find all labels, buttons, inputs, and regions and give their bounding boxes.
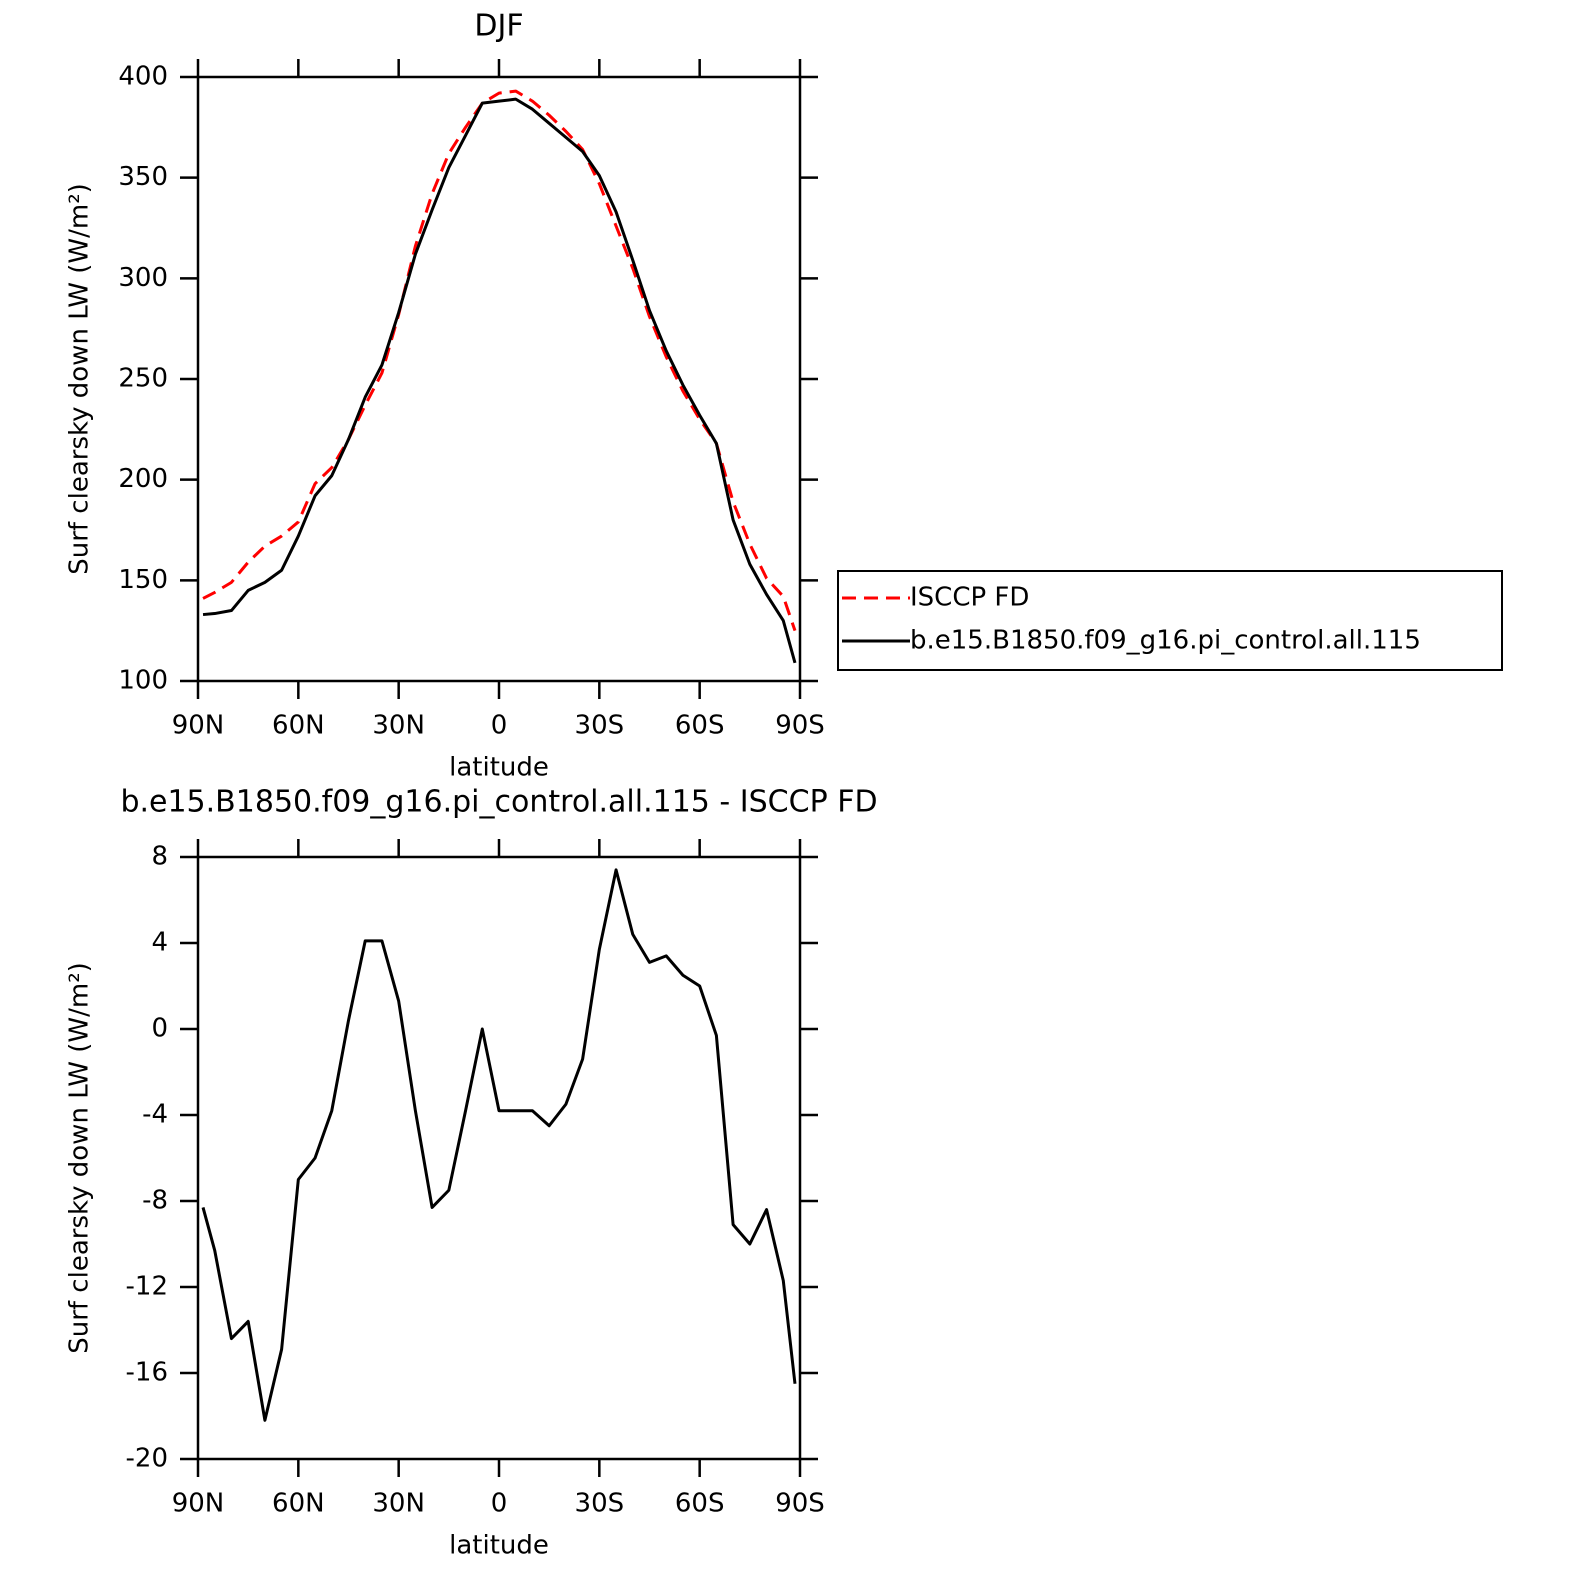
x-tick-label: 90S (775, 711, 825, 741)
x-tick-label: 0 (491, 1489, 508, 1519)
legend-label: b.e15.B1850.f09_g16.pi_control.all.115 (910, 626, 1421, 656)
legend-box (837, 570, 1503, 671)
y-tick-label: 250 (118, 364, 168, 394)
y-tick-label: 100 (118, 666, 168, 696)
y-tick-label: -20 (126, 1444, 168, 1474)
x-axis-label: latitude (449, 1531, 549, 1561)
x-tick-label: 60N (272, 1489, 325, 1519)
y-axis-label: Surf clearsky down LW (W/m²) (65, 962, 95, 1354)
y-tick-label: -16 (126, 1358, 168, 1388)
x-tick-label: 60S (675, 1489, 725, 1519)
y-tick-label: 200 (118, 464, 168, 494)
y-tick-label: 8 (151, 842, 168, 872)
chart-title: DJF (474, 9, 523, 44)
x-tick-label: 60S (675, 711, 725, 741)
y-tick-label: -12 (126, 1272, 168, 1302)
x-axis-label: latitude (449, 753, 549, 783)
y-tick-label: 150 (118, 565, 168, 595)
x-tick-label: 60N (272, 711, 325, 741)
y-tick-label: 300 (118, 263, 168, 293)
x-tick-label: 30S (575, 1489, 625, 1519)
x-tick-label: 90S (775, 1489, 825, 1519)
x-tick-label: 30N (372, 1489, 425, 1519)
y-tick-label: 350 (118, 162, 168, 192)
plot-frame (196, 75, 802, 683)
x-tick-label: 0 (491, 711, 508, 741)
x-tick-label: 90N (172, 711, 225, 741)
plot-frame (196, 855, 802, 1461)
line-series (202, 89, 797, 632)
x-tick-label: 90N (172, 1489, 225, 1519)
line-series (202, 97, 797, 664)
chart-title: b.e15.B1850.f09_g16.pi_control.all.115 -… (120, 785, 877, 820)
legend-label: ISCCP FD (910, 583, 1029, 613)
y-tick-label: 4 (151, 928, 168, 958)
x-tick-label: 30S (575, 711, 625, 741)
y-axis-label: Surf clearsky down LW (W/m²) (65, 183, 95, 575)
x-tick-label: 30N (372, 711, 425, 741)
line-series (201, 868, 797, 1422)
y-tick-label: -4 (142, 1100, 168, 1130)
y-tick-label: -8 (142, 1186, 168, 1216)
y-tick-label: 400 (118, 62, 168, 92)
y-tick-label: 0 (151, 1014, 168, 1044)
